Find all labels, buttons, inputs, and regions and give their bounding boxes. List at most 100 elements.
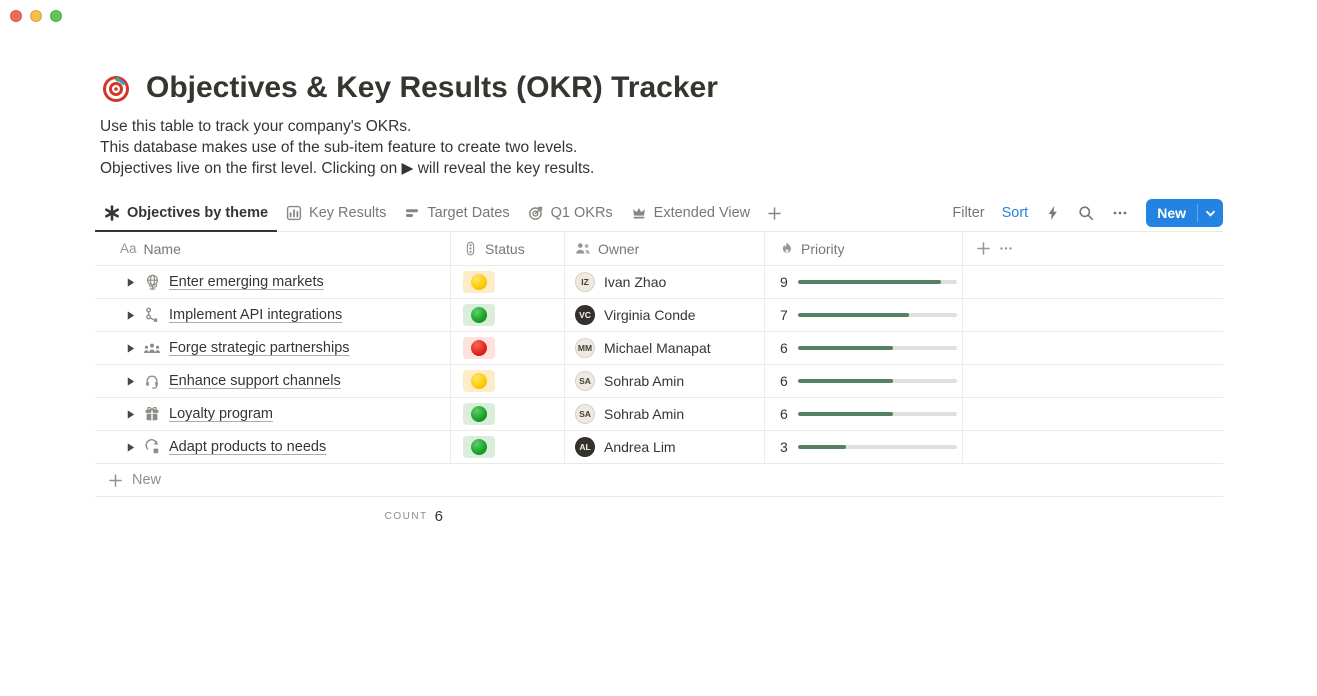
priority-progress-track	[798, 379, 957, 383]
owner-name[interactable]: Virginia Conde	[604, 307, 696, 323]
view-tabs: Objectives by theme Key Results Target Dat…	[95, 195, 790, 232]
row-name-link[interactable]: Enter emerging markets	[169, 274, 324, 290]
owner-name[interactable]: Michael Manapat	[604, 340, 711, 356]
table-row[interactable]: Loyalty program SA Sohrab Amin 6	[95, 398, 1223, 431]
zoom-window-button[interactable]	[50, 10, 62, 22]
row-name-link[interactable]: Forge strategic partnerships	[169, 340, 350, 356]
new-button-divider	[1197, 204, 1198, 222]
column-header-status[interactable]: Status	[451, 232, 565, 266]
status-pill-green[interactable]	[463, 436, 495, 458]
owner-name[interactable]: Sohrab Amin	[604, 373, 685, 389]
priority-progress-track	[798, 412, 957, 416]
priority-cell[interactable]: 6	[765, 332, 963, 365]
owner-name[interactable]: Sohrab Amin	[604, 406, 685, 422]
tab-label: Extended View	[653, 205, 751, 221]
page-title-text: Objectives & Key Results (OKR) Tracker	[146, 71, 718, 104]
priority-cell[interactable]: 6	[765, 398, 963, 431]
add-view-button[interactable]	[759, 195, 790, 231]
new-button-label[interactable]: New	[1157, 205, 1186, 221]
tab-target-dates[interactable]: Target Dates	[395, 195, 518, 231]
owner-avatar: AL	[575, 437, 595, 457]
priority-progress-fill	[798, 280, 942, 284]
status-dot	[471, 373, 487, 389]
priority-progress-fill	[798, 313, 910, 317]
more-options-icon[interactable]	[1111, 205, 1129, 221]
status-dot	[471, 439, 487, 455]
priority-cell[interactable]: 6	[765, 365, 963, 398]
status-dot	[471, 274, 487, 290]
status-dot	[471, 406, 487, 422]
row-expand-toggle[interactable]	[117, 277, 143, 288]
filter-button[interactable]: Filter	[952, 205, 985, 221]
row-expand-toggle[interactable]	[117, 409, 143, 420]
row-expand-toggle[interactable]	[117, 442, 143, 453]
tab-q1-okrs[interactable]: Q1 OKRs	[519, 195, 622, 231]
table-row[interactable]: Forge strategic partnerships MM Michael Ma…	[95, 332, 1223, 365]
column-header-owner[interactable]: Owner	[565, 232, 765, 266]
row-name-link[interactable]: Enhance support channels	[169, 373, 341, 389]
column-label: Name	[143, 240, 181, 257]
row-name-link[interactable]: Loyalty program	[169, 406, 273, 422]
sort-button[interactable]: Sort	[1001, 205, 1029, 221]
priority-value: 6	[780, 340, 788, 356]
row-expand-toggle[interactable]	[117, 376, 143, 387]
priority-value: 6	[780, 373, 788, 389]
asterisk-view-icon	[104, 204, 120, 221]
status-pill-red[interactable]	[463, 337, 495, 359]
timeline-view-icon	[404, 205, 420, 221]
plus-icon	[768, 206, 781, 220]
status-pill-green[interactable]	[463, 403, 495, 425]
close-window-button[interactable]	[10, 10, 22, 22]
minimize-window-button[interactable]	[30, 10, 42, 22]
owner-avatar: MM	[575, 338, 595, 358]
table-row[interactable]: Adapt products to needs AL Andrea Lim 3	[95, 431, 1223, 464]
chevron-down-icon[interactable]	[1198, 199, 1223, 227]
priority-cell[interactable]: 3	[765, 431, 963, 464]
table-more-options-icon[interactable]	[998, 241, 1014, 256]
new-button[interactable]: New	[1146, 199, 1223, 227]
table-row[interactable]: Enter emerging markets IZ Ivan Zhao 9	[95, 266, 1223, 299]
status-pill-green[interactable]	[463, 304, 495, 326]
tab-key-results[interactable]: Key Results	[277, 195, 395, 231]
new-row-label: New	[132, 472, 162, 488]
priority-cell[interactable]: 7	[765, 299, 963, 332]
row-name-link[interactable]: Adapt products to needs	[169, 439, 327, 455]
tab-label: Key Results	[309, 205, 387, 221]
priority-value: 9	[780, 274, 788, 290]
chart-view-icon	[286, 205, 302, 221]
owner-avatar: SA	[575, 404, 595, 424]
headset-icon	[143, 373, 161, 389]
row-name-link[interactable]: Implement API integrations	[169, 307, 343, 323]
empty-cell	[963, 299, 1223, 332]
column-label: Priority	[801, 240, 845, 257]
new-row-button[interactable]: New	[95, 464, 1223, 497]
priority-value: 6	[780, 406, 788, 422]
tab-label: Objectives by theme	[127, 204, 269, 221]
column-label: Owner	[598, 240, 640, 257]
table-row[interactable]: Enhance support channels SA Sohrab Amin 6	[95, 365, 1223, 398]
priority-progress-fill	[798, 445, 846, 449]
table-header: Aa Name Status Owner Priority	[95, 232, 1223, 266]
tab-objectives-by-theme[interactable]: Objectives by theme	[95, 196, 278, 232]
owner-name[interactable]: Andrea Lim	[604, 439, 676, 455]
priority-cell[interactable]: 9	[765, 266, 963, 299]
priority-value: 7	[780, 307, 788, 323]
column-header-priority[interactable]: Priority	[765, 232, 963, 266]
tab-extended-view[interactable]: Extended View	[622, 195, 759, 231]
count-label: count	[384, 510, 428, 522]
status-pill-yellow[interactable]	[463, 370, 495, 392]
add-property-button[interactable]	[976, 241, 991, 256]
status-pill-yellow[interactable]	[463, 271, 495, 293]
table-row[interactable]: Implement API integrations VC Virginia Con…	[95, 299, 1223, 332]
row-expand-toggle[interactable]	[117, 343, 143, 354]
count-footer[interactable]: count 6	[95, 497, 451, 535]
row-expand-toggle[interactable]	[117, 310, 143, 321]
flame-property-icon	[782, 242, 791, 253]
lightning-icon[interactable]	[1045, 205, 1061, 221]
owner-name[interactable]: Ivan Zhao	[604, 274, 667, 290]
column-header-name[interactable]: Aa Name	[95, 232, 451, 266]
search-icon[interactable]	[1078, 205, 1094, 221]
priority-progress-fill	[798, 346, 894, 350]
description-line: Use this table to track your company's O…	[100, 118, 412, 135]
column-label: Status	[485, 240, 525, 257]
